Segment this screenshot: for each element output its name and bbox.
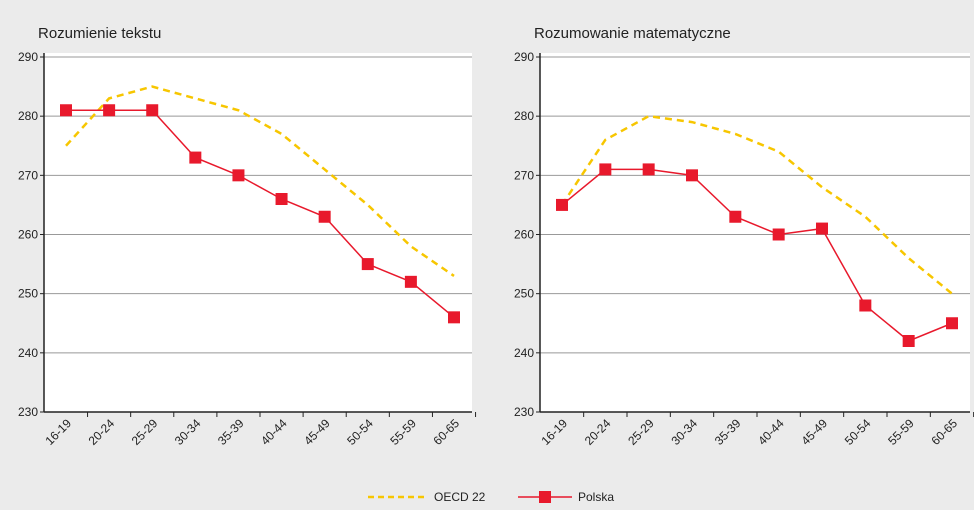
point-marker [103,104,116,117]
y-tick-label: 230 [514,405,534,419]
series-line [65,85,455,277]
series-line [560,114,953,295]
point-marker [686,169,698,182]
point-marker [361,258,374,271]
x-tick-label: 16-19 [43,416,75,448]
x-tick-label: 40-44 [258,416,290,448]
series-line [561,168,953,342]
x-tick-label: 35-39 [215,416,247,448]
y-tick-label: 270 [514,168,534,182]
x-tick-label: 60-65 [929,416,961,448]
point-marker [556,198,568,211]
y-tick-label: 230 [18,405,38,419]
x-tick-label: 50-54 [842,416,874,448]
point-marker [599,163,612,176]
point-marker [642,163,655,176]
y-tick-label: 250 [18,287,38,301]
point-marker [729,210,742,223]
y-tick-label: 260 [514,228,534,242]
point-marker [60,104,72,117]
point-marker [189,151,202,164]
point-marker [946,317,958,330]
chart-title: Rozumienie tekstu [38,25,161,42]
point-marker [859,299,872,312]
x-tick-label: 20-24 [86,416,118,448]
x-tick-label: 30-34 [669,416,701,448]
point-marker [772,228,785,241]
y-tick-label: 250 [514,287,534,301]
y-tick-label: 290 [18,50,38,64]
x-tick-label: 40-44 [755,416,787,448]
x-tick-label: 25-29 [625,416,657,448]
point-marker [902,335,915,347]
plot-area [540,53,970,412]
y-tick-label: 240 [18,346,38,360]
point-marker [318,210,331,223]
legend-marker [539,491,551,503]
point-marker [232,169,245,182]
x-tick-label: 45-49 [301,416,333,448]
x-tick-label: 55-59 [387,416,419,448]
y-tick-label: 280 [514,109,534,123]
x-tick-label: 55-59 [885,416,917,448]
x-tick-label: 20-24 [582,416,614,448]
series-line [66,109,455,318]
y-tick-label: 260 [18,228,38,242]
legend-label: Polska [578,490,614,504]
point-marker [275,193,288,205]
plot-area [44,53,472,412]
y-tick-label: 290 [514,50,534,64]
x-tick-label: 45-49 [799,416,831,448]
x-tick-label: 16-19 [539,416,571,448]
point-marker [816,222,828,235]
x-tick-label: 50-54 [344,416,376,448]
chart-title: Rozumowanie matematyczne [534,25,731,42]
x-tick-label: 30-34 [172,416,204,448]
y-tick-label: 240 [514,346,534,360]
x-tick-label: 25-29 [129,416,161,448]
point-marker [404,275,417,288]
point-marker [146,104,159,117]
point-marker [448,311,460,324]
legend-label: OECD 22 [434,490,486,504]
y-tick-label: 270 [18,168,38,182]
y-tick-label: 280 [18,109,38,123]
x-tick-label: 60-65 [431,416,463,448]
x-tick-label: 35-39 [712,416,744,448]
